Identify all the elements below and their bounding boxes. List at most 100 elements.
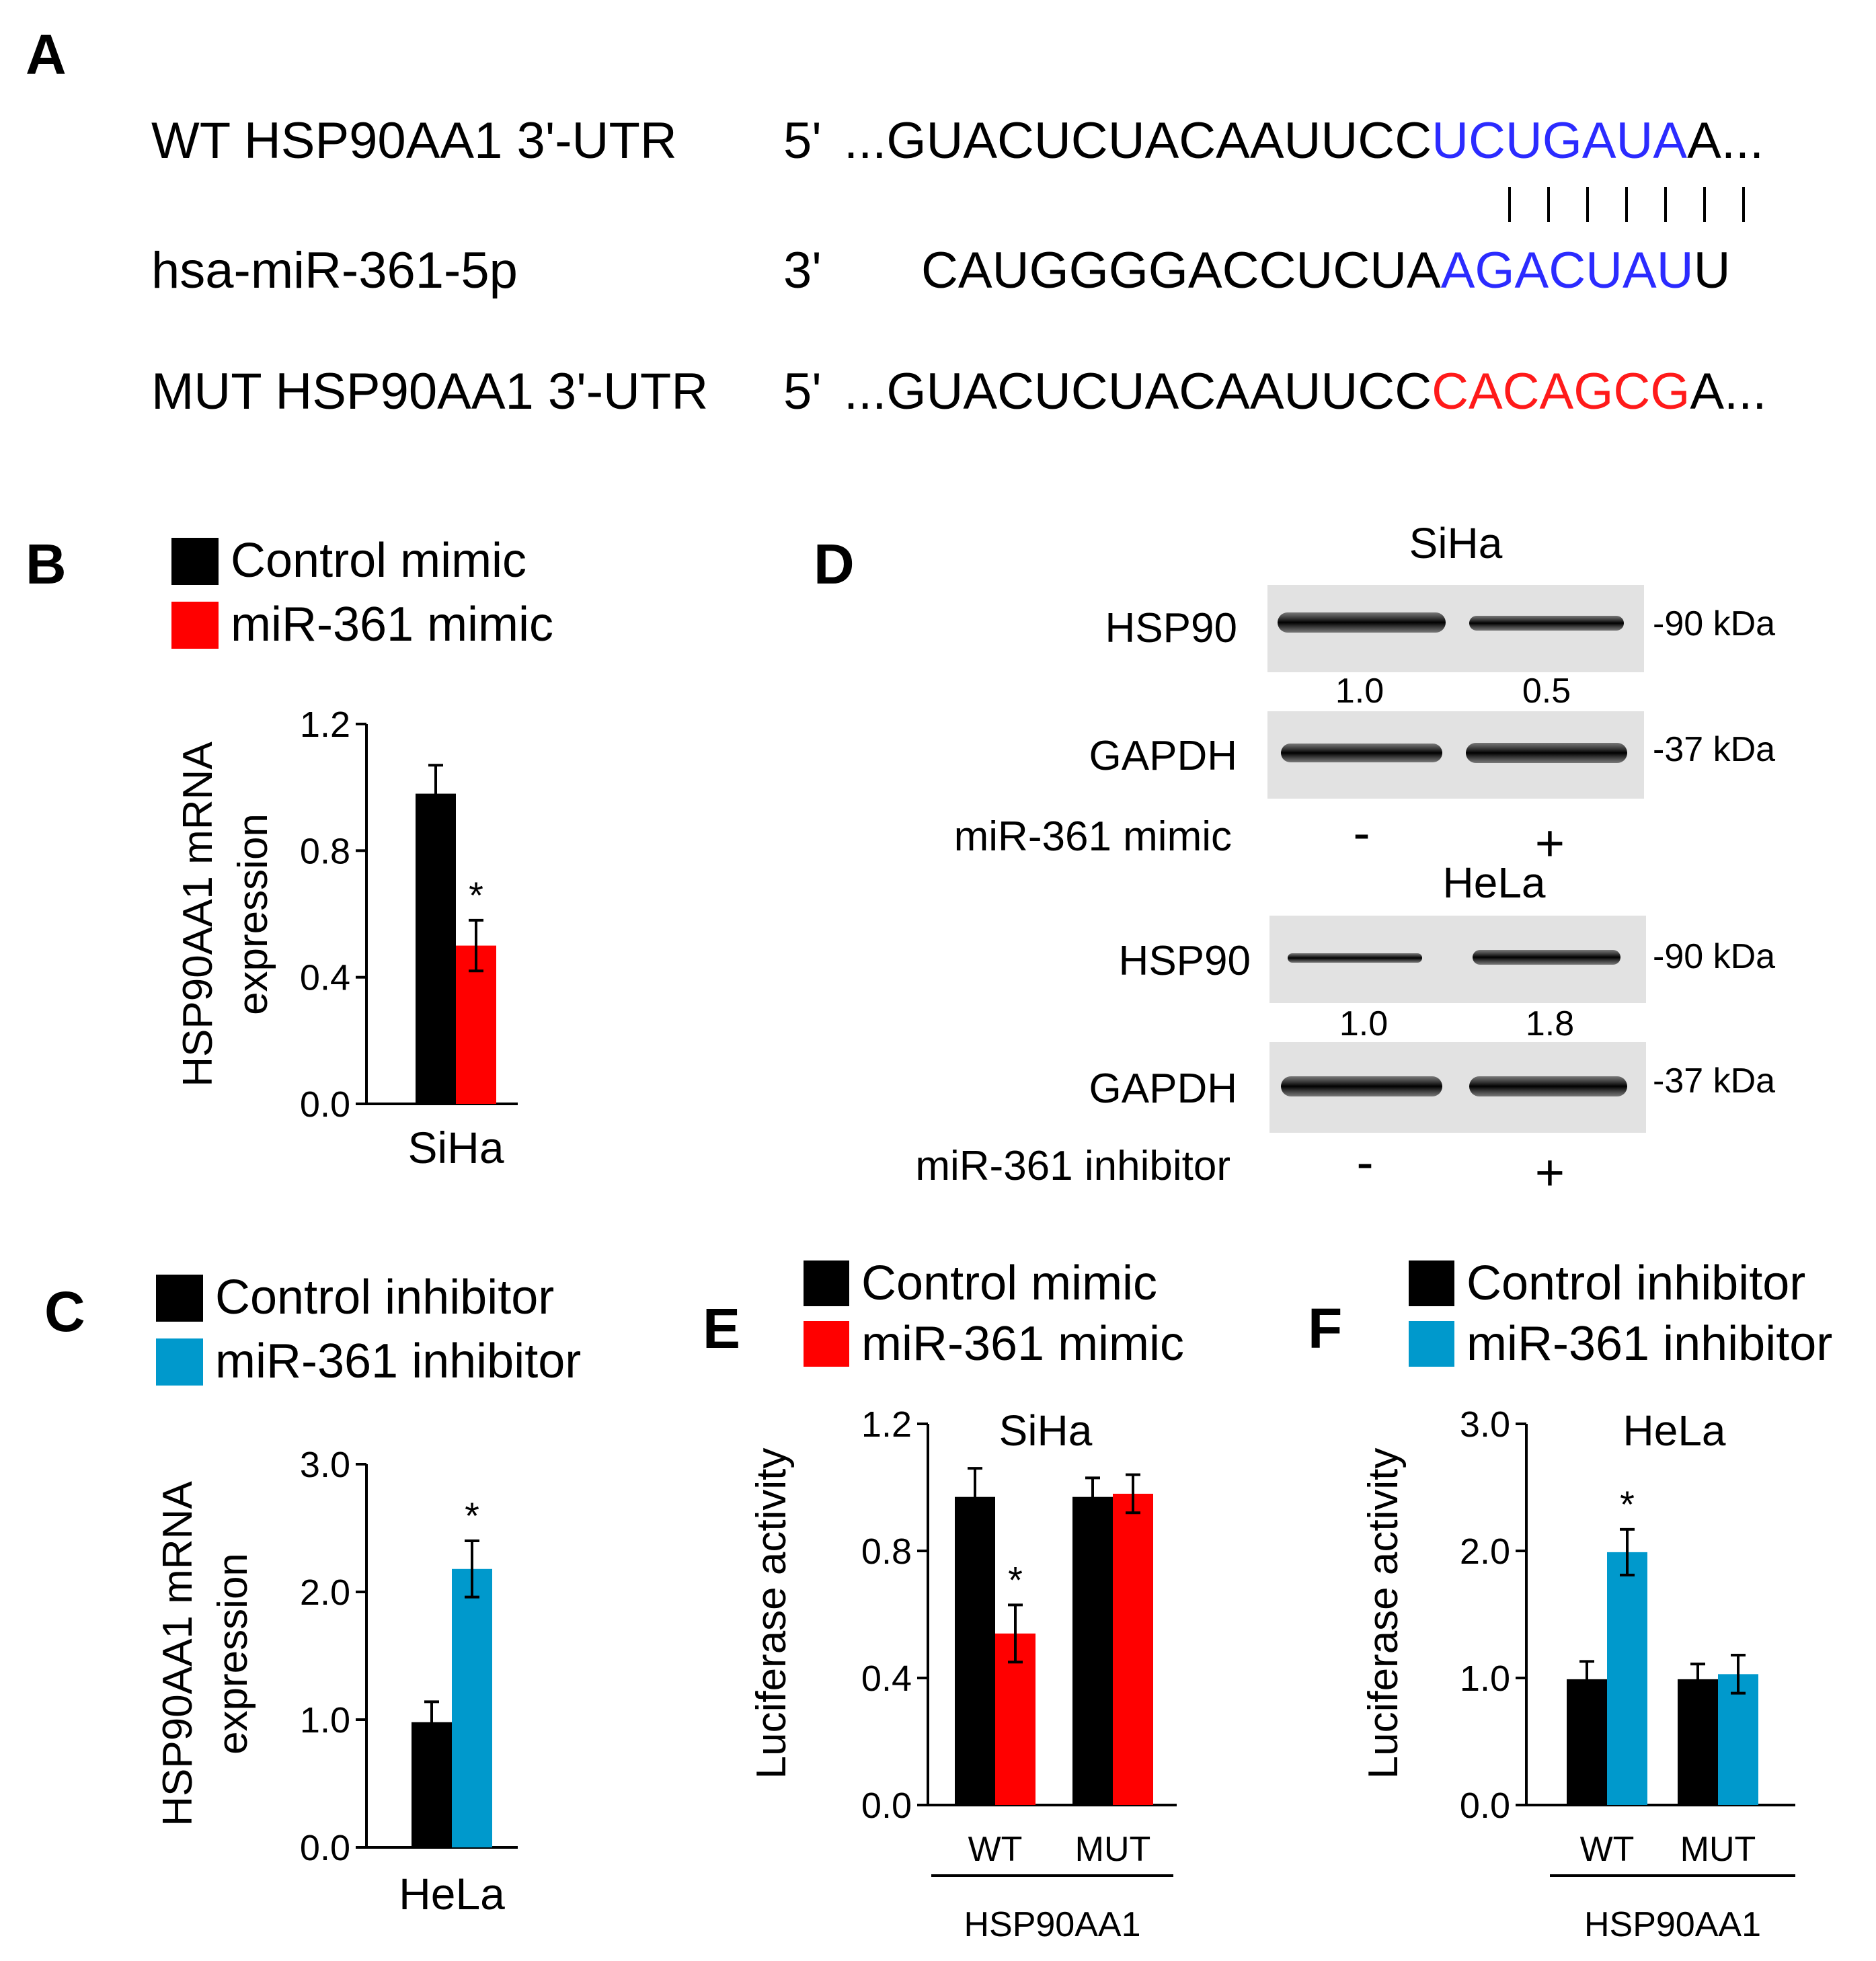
panel-d-label: D (814, 532, 855, 596)
wt-utr-pre: ...GUACUCUACAAUUCC (844, 112, 1432, 169)
blot-siha-sign-minus: - (1353, 805, 1370, 862)
y-tick-label: 3.0 (1460, 1404, 1510, 1445)
group-label: HSP90AA1 (1584, 1905, 1761, 1944)
y-tick-label: 2.0 (1460, 1531, 1510, 1572)
bar (1607, 1552, 1647, 1805)
chart-title: HeLa (1623, 1406, 1726, 1455)
panel-b-label: B (26, 532, 67, 596)
blot-siha-hsp90-band-1 (1278, 612, 1446, 633)
blot-hela-sign-plus: + (1535, 1144, 1565, 1201)
panel-e-label: E (703, 1297, 740, 1360)
wt-utr-name: WT HSP90AA1 3'-UTR (151, 112, 677, 169)
x-tick-label: WT (1580, 1830, 1635, 1869)
y-axis-label: HSP90AA1 mRNA (155, 1481, 201, 1827)
y-tick-label: 0.0 (300, 1828, 350, 1868)
x-tick-label: MUT (1075, 1830, 1151, 1869)
bar (1678, 1679, 1718, 1805)
bar (416, 793, 456, 1104)
chart-panel-b: Control mimic miR-361 mimic 0.0 0.4 0.8 1.2 HS… (171, 534, 553, 1172)
significance-mark: * (1008, 1558, 1023, 1601)
legend-swatch (1409, 1260, 1454, 1306)
mirna-pre: CAUGGGGACCUCUA (921, 242, 1441, 299)
sequence-row-mut: MUT HSP90AA1 3'-UTR 5' ...GUACUCUACAAUUC… (151, 363, 1766, 420)
sequence-row-mirna: hsa-miR-361-5p 3' CAUGGGGACCUCUAAGACUAUU (151, 242, 1730, 299)
blot-hela-value-1: 1.0 (1339, 1004, 1388, 1043)
mut-utr-post: A... (1690, 363, 1766, 420)
wt-utr-post: A... (1687, 112, 1764, 169)
blot-hela-value-2: 1.8 (1526, 1004, 1574, 1043)
legend-label: Control inhibitor (215, 1271, 554, 1324)
legend-swatch (171, 602, 219, 649)
blot-siha-gapdh-band-2 (1466, 743, 1627, 763)
bar (1113, 1493, 1153, 1805)
y-axis-label: HSP90AA1 mRNA (175, 742, 221, 1087)
blot-hela-hsp90-kda: -90 kDa (1653, 937, 1775, 976)
panel-f-label: F (1308, 1297, 1342, 1360)
significance-mark: * (465, 1494, 479, 1537)
legend-label: miR-361 mimic (231, 598, 553, 651)
blot-siha-value-1: 1.0 (1335, 672, 1384, 711)
legend-label: miR-361 mimic (861, 1317, 1184, 1371)
chart-title: SiHa (999, 1406, 1093, 1455)
wt-utr-site: UCUGAUA (1432, 112, 1687, 169)
mirna-sequence: CAUGGGGACCUCUAAGACUAUU (921, 242, 1730, 299)
blot-siha-sign-plus: + (1535, 815, 1565, 872)
bar (1718, 1674, 1758, 1805)
y-tick-label: 0.0 (861, 1786, 912, 1826)
bar (1072, 1496, 1113, 1805)
mut-utr-name: MUT HSP90AA1 3'-UTR (151, 363, 708, 420)
legend-swatch (804, 1321, 849, 1367)
y-tick-label: 1.0 (300, 1700, 350, 1740)
legend-swatch (156, 1338, 203, 1386)
blot-siha-value-2: 0.5 (1522, 672, 1571, 711)
legend-label: Control mimic (861, 1256, 1157, 1310)
blot-hela-hsp90-band-2 (1473, 950, 1620, 965)
legend-label: Control mimic (231, 534, 526, 588)
legend-label: miR-361 inhibitor (215, 1334, 581, 1388)
mirna-site: AGACUAU (1441, 242, 1694, 299)
y-tick-label: 1.2 (300, 705, 350, 745)
panel-c-label: C (44, 1280, 85, 1343)
blot-hela-gapdh-label: GAPDH (1089, 1066, 1237, 1112)
x-tick-label: HeLa (399, 1869, 505, 1919)
bar (452, 1568, 492, 1847)
legend-swatch (1409, 1321, 1454, 1367)
blot-hela-gapdh-band-2 (1469, 1076, 1627, 1096)
blot-siha-hsp90-label: HSP90 (1105, 605, 1237, 651)
blot-siha-cell-label: SiHa (1409, 519, 1503, 567)
legend-swatch (804, 1260, 849, 1306)
y-axis-label: expression (210, 1553, 256, 1755)
mirna-name: hsa-miR-361-5p (151, 242, 518, 299)
blot-siha-treatment: miR-361 mimic (954, 813, 1232, 860)
blot-hela-sign-minus: - (1356, 1134, 1373, 1191)
y-axis-label: Luciferase activity (748, 1448, 795, 1779)
bar (955, 1496, 995, 1805)
sequence-row-wt: WT HSP90AA1 3'-UTR 5' ...GUACUCUACAAUUCC… (151, 112, 1764, 169)
y-tick-label: 0.8 (861, 1531, 912, 1572)
y-tick-label: 3.0 (300, 1445, 350, 1485)
y-axis-label: Luciferase activity (1360, 1448, 1407, 1779)
y-tick-label: 1.0 (1460, 1658, 1510, 1699)
x-tick-label: SiHa (407, 1123, 504, 1172)
blot-siha-hsp90-kda: -90 kDa (1653, 604, 1775, 643)
significance-mark: * (1620, 1483, 1635, 1525)
blot-hela-gapdh-kda: -37 kDa (1653, 1062, 1775, 1100)
significance-mark: * (469, 874, 483, 916)
legend-swatch (156, 1275, 203, 1322)
blot-hela-cell-label: HeLa (1443, 858, 1546, 907)
bar (1567, 1679, 1607, 1805)
blot-siha-gapdh-label: GAPDH (1089, 733, 1237, 779)
blot-siha: SiHa HSP90 -90 kDa 1.0 0.5 GAPDH -37 kDa… (954, 519, 1776, 872)
legend-label: Control inhibitor (1467, 1256, 1805, 1310)
blot-siha-hsp90-band-2 (1469, 616, 1624, 631)
y-tick-label: 2.0 (300, 1572, 350, 1613)
blot-siha-gapdh-kda: -37 kDa (1653, 730, 1775, 769)
wt-utr-end: 5' (783, 112, 822, 169)
mirna-end: 3' (783, 242, 822, 299)
mirna-post: U (1694, 242, 1731, 299)
y-tick-label: 0.8 (300, 831, 350, 871)
blot-hela-treatment: miR-361 inhibitor (915, 1143, 1230, 1189)
wt-utr-sequence: ...GUACUCUACAAUUCCUCUGAUAA... (844, 112, 1764, 169)
mut-utr-pre: ...GUACUCUACAAUUCC (844, 363, 1432, 420)
